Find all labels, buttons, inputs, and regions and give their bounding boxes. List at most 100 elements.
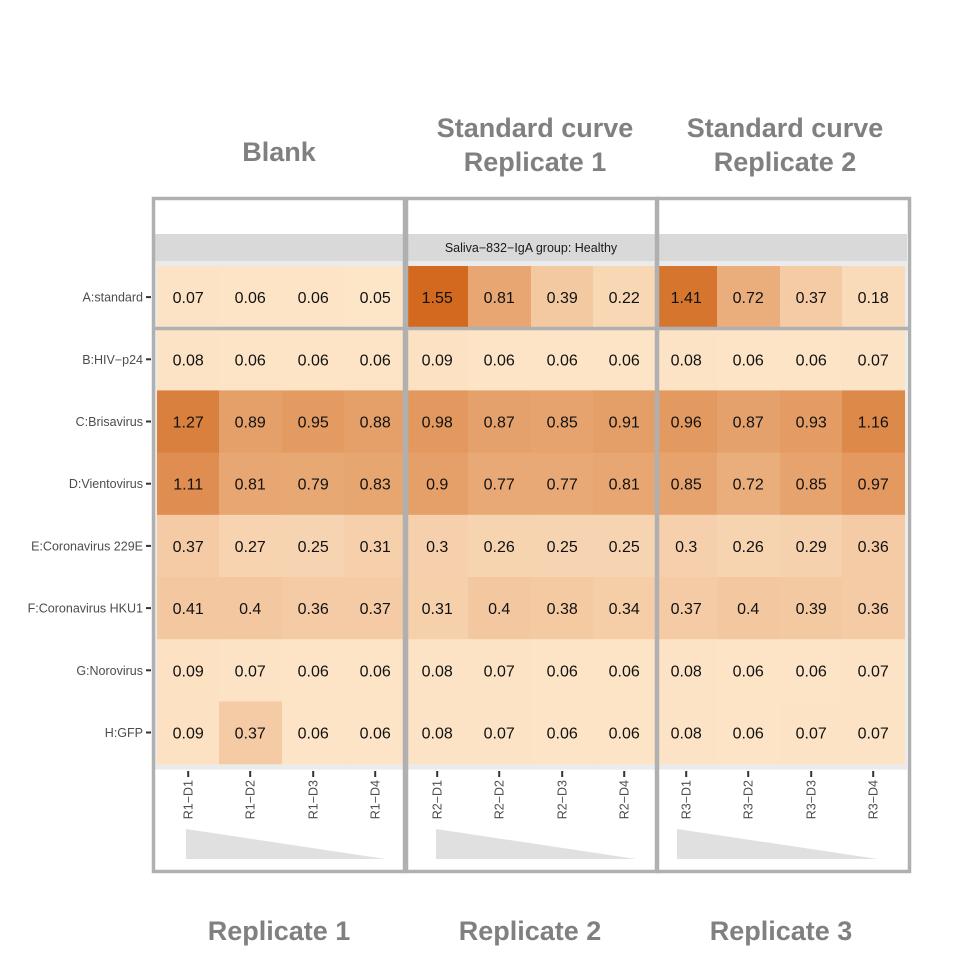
- heatmap-cell: [842, 390, 905, 454]
- cell-value: 0.06: [547, 352, 578, 369]
- row-label: B:HIV−p24: [82, 353, 143, 367]
- heatmap-cell: [593, 390, 656, 454]
- cell-value: 1.11: [173, 477, 203, 494]
- cell-value: 0.85: [671, 477, 702, 494]
- cell-value: 0.34: [609, 601, 640, 618]
- cell-value: 0.89: [235, 415, 266, 432]
- bottom-annotation-label: Replicate 2: [459, 916, 602, 946]
- heatmap-cell: [282, 390, 345, 454]
- cell-value: 0.06: [796, 663, 827, 680]
- replicate-1-box: [151, 196, 407, 874]
- heatmap-cell: [780, 577, 843, 640]
- heatmap-cell: [282, 701, 345, 765]
- top-annotation-label: Blank: [242, 137, 317, 167]
- cell-value: 0.09: [173, 663, 204, 680]
- cell-value: 0.77: [547, 477, 578, 494]
- cell-value: 0.27: [235, 539, 266, 556]
- cell-value: 0.06: [609, 726, 640, 743]
- cell-value: 0.08: [671, 726, 702, 743]
- heatmap-cell: [780, 266, 843, 329]
- heatmap-cell: [780, 701, 843, 765]
- heatmap-cell: [593, 701, 656, 765]
- top-annotation-label: Replicate 2: [714, 147, 857, 177]
- cell-value: 0.39: [796, 601, 827, 618]
- heatmap-cell: [655, 452, 718, 516]
- cell-value: 0.06: [547, 663, 578, 680]
- heatmap-cell: [157, 514, 220, 578]
- heatmap-cell: [655, 701, 718, 765]
- heatmap-cell: [531, 639, 594, 702]
- heatmap-cell: [717, 266, 780, 329]
- heatmap-cell: [468, 390, 531, 454]
- heatmap-cell: [593, 328, 656, 391]
- cell-value: 0.06: [235, 290, 266, 307]
- cell-value: 0.25: [547, 539, 578, 556]
- column-label: R3−D3: [805, 780, 819, 819]
- heatmap-cell: [219, 639, 282, 702]
- heatmap-cell: [842, 328, 905, 391]
- dilution-wedge: [677, 829, 878, 859]
- heatmap-cell: [406, 266, 469, 329]
- heatmap-cell: [531, 452, 594, 516]
- heatmap-cell: [780, 390, 843, 454]
- heatmap-cell: [282, 577, 345, 640]
- cell-value: 0.22: [609, 290, 640, 307]
- cell-value: 0.06: [298, 352, 329, 369]
- cell-value: 0.07: [173, 290, 204, 307]
- cell-value: 0.31: [422, 601, 453, 618]
- cell-value: 0.07: [858, 726, 889, 743]
- heatmap-cell: [842, 577, 905, 640]
- heatmap-cell: [157, 577, 220, 640]
- heatmap-cell: [842, 701, 905, 765]
- heatmap-cell: [344, 639, 407, 702]
- cell-value: 0.85: [547, 415, 578, 432]
- column-label: R2−D3: [556, 780, 570, 819]
- top-annotation-label: Standard curve: [437, 113, 634, 143]
- cell-value: 0.91: [609, 415, 640, 432]
- heatmap-cell: [780, 514, 843, 578]
- cell-value: 0.06: [235, 352, 266, 369]
- cell-value: 0.79: [298, 477, 329, 494]
- heatmap-cell: [157, 390, 220, 454]
- heatmap-cell: [655, 390, 718, 454]
- heatmap-cell: [344, 577, 407, 640]
- cell-value: 0.06: [484, 352, 515, 369]
- cell-value: 0.06: [547, 726, 578, 743]
- cell-value: 0.06: [298, 290, 329, 307]
- heatmap-cell: [219, 701, 282, 765]
- cell-value: 0.37: [671, 601, 702, 618]
- cell-value: 0.06: [609, 663, 640, 680]
- heatmap-cell: [406, 639, 469, 702]
- cell-value: 0.07: [484, 663, 515, 680]
- heatmap-cell: [344, 328, 407, 391]
- row-label: F:Coronavirus HKU1: [28, 602, 143, 616]
- heatmap-cell: [780, 639, 843, 702]
- cell-value: 0.06: [609, 352, 640, 369]
- cell-value: 0.4: [239, 601, 261, 618]
- cell-value: 0.06: [733, 352, 764, 369]
- cell-value: 0.4: [488, 601, 510, 618]
- facet-strip-label: Saliva−832−IgA group: Healthy: [445, 241, 618, 255]
- heatmap-cell: [406, 514, 469, 578]
- top-annotation-label: Standard curve: [687, 113, 884, 143]
- cell-value: 0.96: [671, 415, 702, 432]
- heatmap-cell: [219, 514, 282, 578]
- heatmap-cell: [655, 328, 718, 391]
- cell-value: 0.06: [733, 726, 764, 743]
- dilution-wedge: [186, 829, 385, 859]
- cell-value: 0.97: [858, 477, 889, 494]
- heatmap-cell: [468, 328, 531, 391]
- heatmap-cell: [531, 328, 594, 391]
- dilution-wedge: [436, 829, 636, 859]
- heatmap-cell: [406, 701, 469, 765]
- heatmap-cell: [717, 514, 780, 578]
- heatmap-cell: [157, 328, 220, 391]
- column-label: R2−D1: [431, 780, 445, 819]
- heatmap-cell: [717, 701, 780, 765]
- heatmap-cell: [468, 452, 531, 516]
- column-label: R1−D4: [369, 780, 383, 819]
- heatmap-cell: [219, 266, 282, 329]
- facet-strip: [155, 234, 907, 261]
- heatmap-cell: [593, 639, 656, 702]
